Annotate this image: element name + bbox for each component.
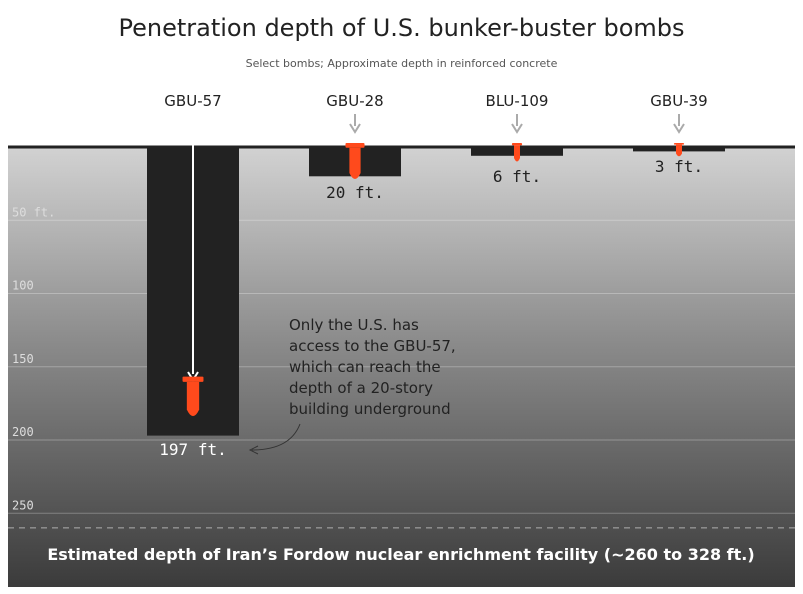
annotation-line: building underground (289, 400, 451, 418)
bomb-label-gbu-28: GBU-28 (326, 92, 383, 110)
annotation-line: access to the GBU-57, (289, 337, 456, 355)
annotation-line: Only the U.S. has (289, 316, 419, 334)
annotation-line: depth of a 20-story (289, 379, 433, 397)
y-tick-label: 250 (12, 498, 34, 512)
ground (8, 147, 795, 587)
annotation-line: which can reach the (289, 358, 441, 376)
annotation-pointer-head (248, 445, 259, 455)
drop-arrow-gbu-39-head (673, 123, 685, 134)
depth-label-blu-109: 6 ft. (493, 167, 541, 186)
drop-arrow-blu-109-head (511, 123, 523, 134)
bomb-icon-gbu-28-fins (345, 143, 365, 148)
bomb-icon-gbu-57 (186, 381, 200, 417)
y-tick-label: 150 (12, 352, 34, 366)
annotation-pointer (251, 423, 301, 451)
bomb-label-gbu-57: GBU-57 (164, 92, 221, 110)
y-tick-label: 200 (12, 425, 34, 439)
y-tick-label: 100 (12, 279, 34, 293)
bomb-icon-gbu-57-fins (182, 376, 204, 382)
depth-label-gbu-28: 20 ft. (326, 183, 384, 202)
drop-arrow-gbu-28-head (349, 123, 361, 134)
chart-subtitle: Select bombs; Approximate depth in reinf… (245, 57, 558, 70)
bomb-icon-gbu-39 (676, 144, 682, 157)
y-tick-label: 50 ft. (12, 205, 55, 219)
bomb-icon-gbu-28 (349, 147, 361, 179)
bomb-label-gbu-39: GBU-39 (650, 92, 707, 110)
depth-label-gbu-57: 197 ft. (159, 440, 226, 459)
depth-label-gbu-39: 3 ft. (655, 157, 703, 176)
bomb-icon-gbu-39-fins (673, 143, 685, 145)
chart-title: Penetration depth of U.S. bunker-buster … (118, 14, 685, 42)
bomb-label-blu-109: BLU-109 (486, 92, 549, 110)
bomb-icon-blu-109-fins (511, 143, 523, 146)
bomb-icon-blu-109 (514, 145, 520, 162)
fordow-note: Estimated depth of Iran’s Fordow nuclear… (47, 545, 754, 564)
